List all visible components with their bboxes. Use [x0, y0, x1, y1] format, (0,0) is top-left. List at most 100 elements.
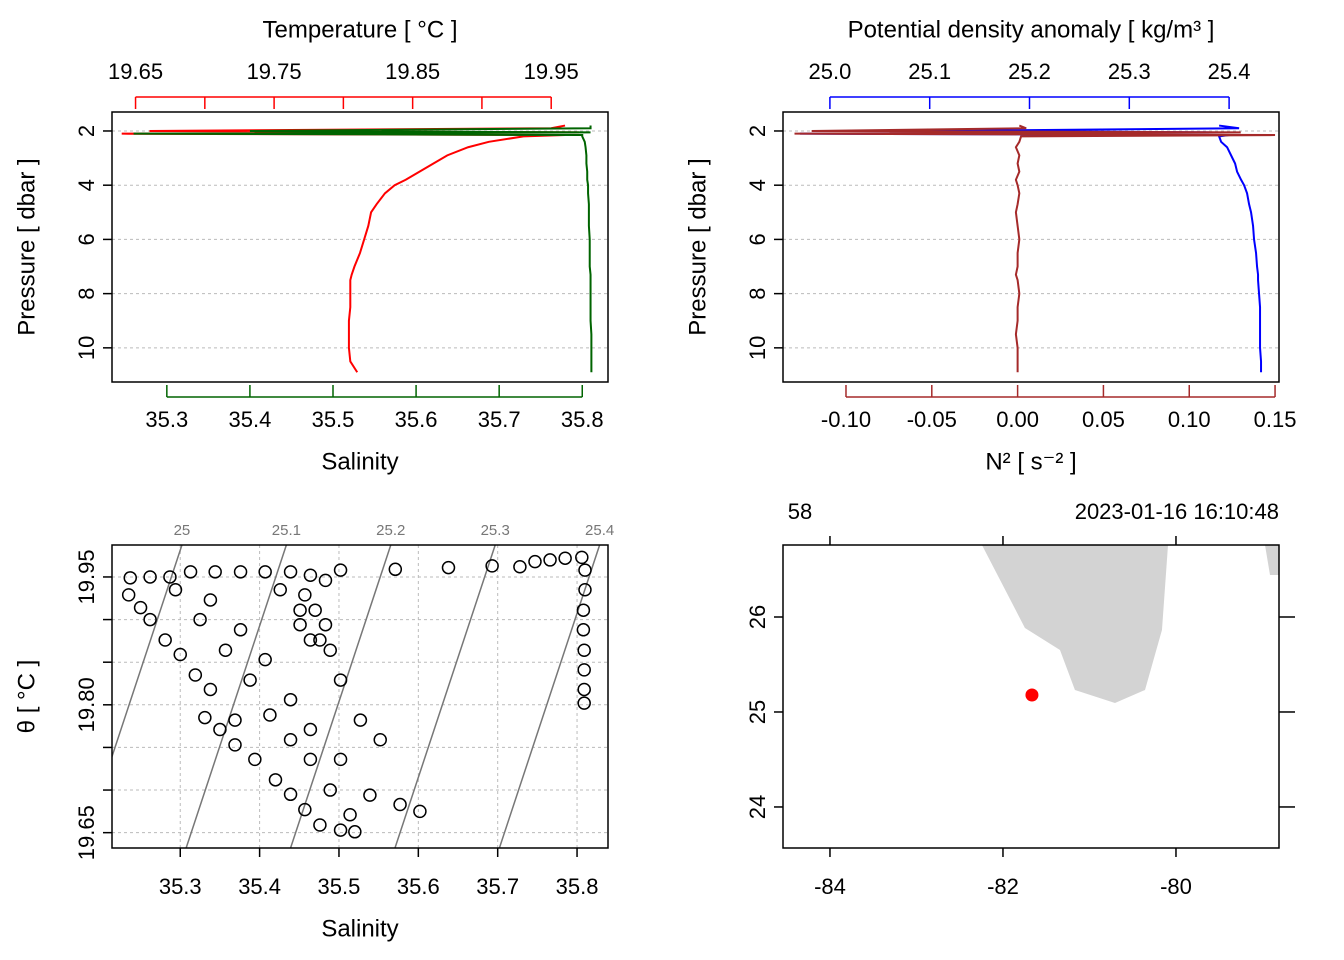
x-tick-label: 19.75 [247, 59, 302, 84]
ts-point [263, 708, 277, 722]
plot-frame [111, 111, 609, 383]
x-tick-label: 25.2 [1008, 59, 1051, 84]
y-tick-label: 8 [74, 288, 99, 300]
ts-point [283, 565, 298, 579]
ts-point [577, 643, 591, 658]
x-tick-label: 35.7 [476, 874, 519, 899]
ts-point [283, 787, 298, 802]
x-tick-label: 35.3 [145, 407, 188, 432]
isopycnal-label: 25.1 [272, 522, 301, 539]
ts-point [333, 823, 348, 837]
plot-frame [111, 544, 609, 849]
ts-point [393, 797, 407, 812]
x-tick-label: 35.5 [318, 874, 361, 899]
x-tick-label: 19.85 [385, 59, 440, 84]
isopycnal [112, 545, 183, 759]
y-tick-label: 24 [745, 795, 770, 819]
ts-point [258, 652, 272, 667]
x-tick-label: -84 [814, 874, 846, 899]
y-axis-label: θ [ °C ] [13, 660, 40, 734]
x-tick-label: -82 [987, 874, 1019, 899]
ts-point [228, 713, 242, 727]
ts-point [258, 565, 272, 579]
x-tick-label: 35.6 [397, 874, 440, 899]
ts-point [133, 600, 148, 615]
y-tick-label: 10 [74, 336, 99, 360]
plot-frame [782, 544, 1280, 849]
plot-frame [782, 111, 1280, 383]
ts-point [558, 551, 572, 565]
ts-point [318, 573, 333, 588]
x-tick-label: 0.05 [1082, 407, 1125, 432]
ts-point [273, 582, 287, 597]
ts-point [183, 565, 198, 579]
ts-point [388, 562, 403, 577]
ts-point [248, 752, 262, 767]
x-tick-label: 25.1 [908, 59, 951, 84]
x-tick-label: 25.4 [1208, 59, 1251, 84]
ts-point [313, 818, 327, 832]
ts-point [121, 588, 136, 602]
isopycnal-label: 25.4 [585, 522, 614, 539]
x-tick-label: -80 [1160, 874, 1192, 899]
ts-point [198, 710, 212, 725]
ts-point [576, 623, 591, 637]
profile-line [794, 124, 1276, 373]
x-tick-label: 35.5 [312, 407, 355, 432]
y-tick-label: 8 [745, 288, 770, 300]
x-tick-label: 25.3 [1108, 59, 1151, 84]
y-tick-label: 19.95 [74, 549, 99, 604]
ts-point [188, 668, 203, 682]
ts-point [193, 612, 207, 627]
isopycnal-label: 25.3 [481, 522, 510, 539]
station-point [1025, 688, 1039, 702]
y-tick-label: 4 [745, 179, 770, 191]
ts-point [333, 673, 348, 687]
y-tick-label: 19.80 [74, 677, 99, 732]
ts-point [578, 563, 592, 577]
x-tick-label: 35.8 [561, 407, 604, 432]
ts-point [213, 722, 227, 737]
ts-point [323, 643, 337, 658]
ts-point [323, 783, 337, 797]
x-tick-label: 0.15 [1254, 407, 1297, 432]
ts-point [543, 553, 557, 567]
ts-point [228, 738, 242, 752]
axis-title: Salinity [321, 448, 398, 475]
land [1264, 545, 1279, 576]
y-tick-label: 6 [745, 233, 770, 245]
x-tick-label: 0.10 [1168, 407, 1211, 432]
ts-point [173, 647, 187, 662]
profile-line [121, 124, 579, 373]
x-tick-label: -0.05 [907, 407, 957, 432]
ts-point [158, 633, 172, 647]
ts-point [318, 617, 333, 632]
isopycnal-label: 25.2 [376, 522, 405, 539]
ts-point [333, 563, 348, 577]
isopycnal-label: 25 [174, 522, 191, 539]
ts-point [303, 633, 318, 647]
ts-point [333, 752, 348, 767]
ts-point [485, 559, 499, 573]
ts-point [123, 571, 138, 585]
ts-point [577, 682, 591, 697]
y-tick-label: 19.65 [74, 805, 99, 860]
ts-point [413, 804, 427, 819]
ts-point [353, 713, 368, 727]
ts-point [293, 617, 307, 632]
y-tick-label: 10 [745, 336, 770, 360]
axis-title: N² [ s⁻² ] [985, 448, 1076, 475]
ts-point [513, 559, 527, 574]
ts-point [343, 808, 357, 822]
ts-point [303, 752, 318, 767]
ts-point [441, 560, 456, 575]
ts-point [168, 582, 183, 597]
y-tick-label: 2 [745, 125, 770, 137]
x-tick-label: 35.8 [556, 874, 599, 899]
y-tick-label: 4 [74, 179, 99, 191]
ts-point [143, 612, 157, 627]
ts-point [163, 570, 177, 584]
ts-point [268, 773, 283, 787]
ts-point [577, 696, 591, 710]
